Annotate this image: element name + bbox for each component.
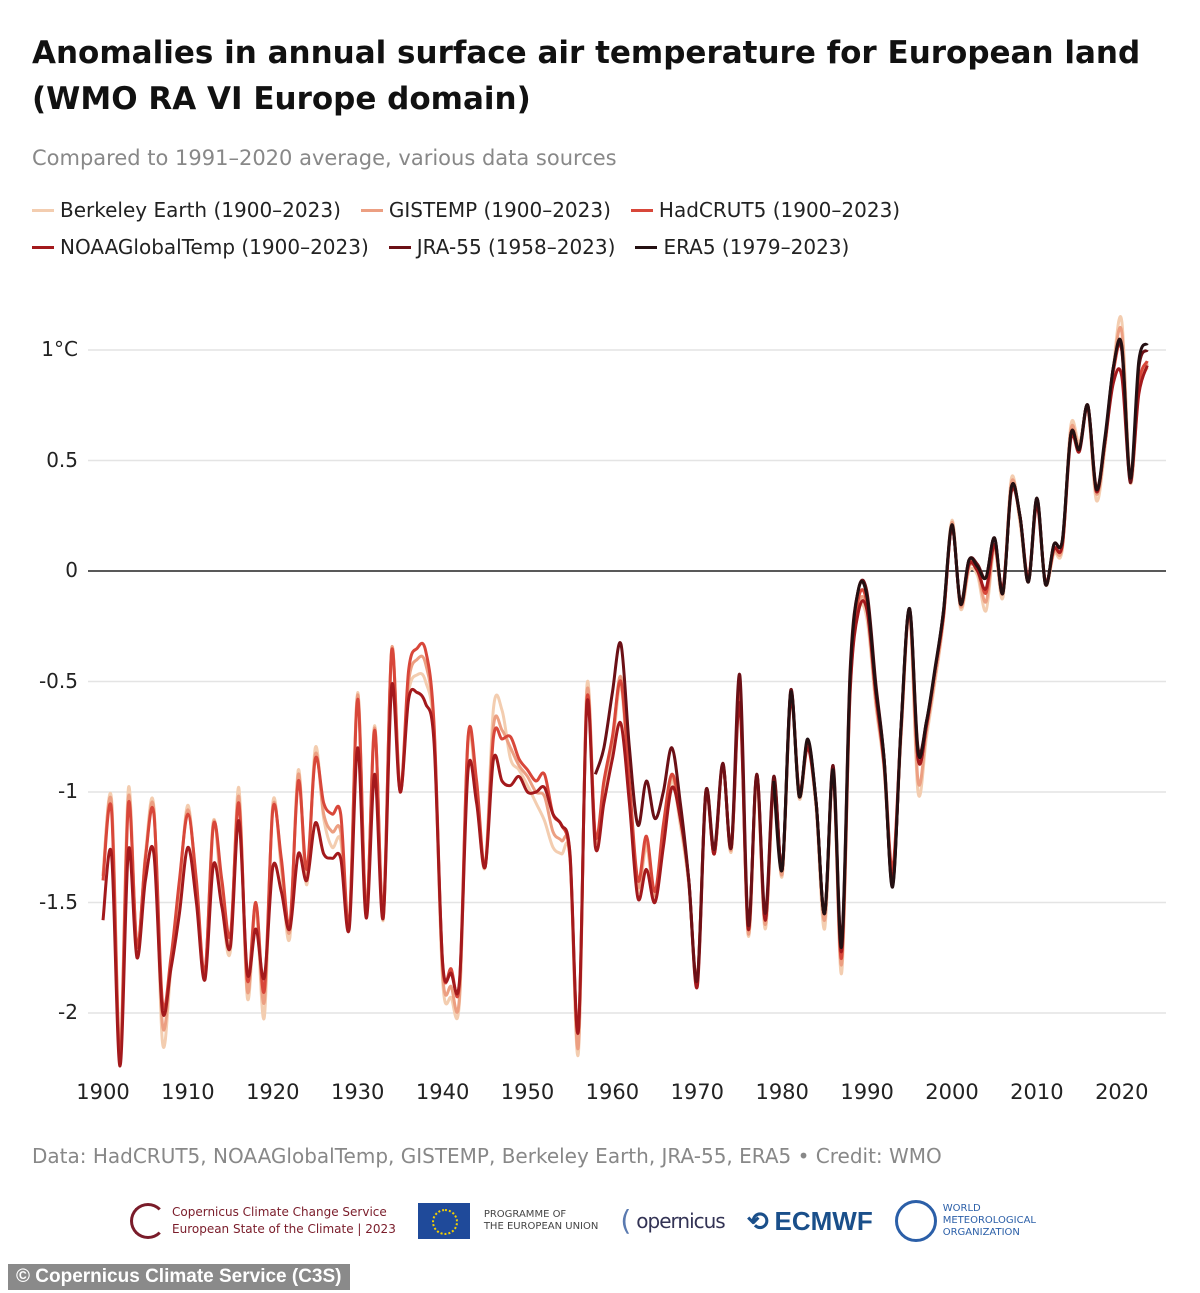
gridlines [88, 349, 1166, 1014]
logo-strip: Copernicus Climate Change Service Europea… [130, 1200, 1036, 1242]
x-tick-label: 1960 [585, 1080, 640, 1104]
legend-label: Berkeley Earth (1900–2023) [60, 198, 341, 222]
x-tick-label: 1950 [500, 1080, 555, 1104]
legend-swatch [635, 245, 658, 249]
legend-item-jra55: JRA-55 (1958–2023) [388, 235, 616, 259]
y-tick-label: 0 [65, 558, 78, 582]
legend-swatch [388, 245, 411, 249]
x-tick-label: 1930 [330, 1080, 385, 1104]
eu-logo: PROGRAMME OF THE EUROPEAN UNION [417, 1203, 599, 1239]
series-lines [101, 315, 1149, 1068]
y-tick-label: -0.5 [38, 668, 78, 693]
legend-swatch [360, 208, 383, 212]
eu-line1: PROGRAMME OF [483, 1209, 567, 1220]
x-tick-label: 2000 [925, 1080, 979, 1104]
y-tick-label: -2 [58, 1000, 78, 1024]
legend-swatch [32, 208, 54, 212]
wmo-globe-icon [894, 1200, 937, 1242]
legend-item-hadcrut5: HadCRUT5 (1900–2023) [630, 198, 901, 222]
y-tick-label: -1.5 [38, 889, 78, 914]
copernicus-logo: (opernicus [620, 1204, 725, 1237]
eu-flag-icon [417, 1203, 470, 1239]
series-line-era5 [772, 337, 1149, 949]
legend-item-noaa: NOAAGlobalTemp (1900–2023) [32, 235, 369, 259]
eu-line2: THE EUROPEAN UNION [483, 1221, 599, 1232]
legend-swatch [630, 208, 653, 212]
x-tick-label: 1900 [76, 1080, 130, 1104]
c3s-line2: European State of the Climate | 2023 [172, 1222, 396, 1236]
legend-item-era5: ERA5 (1979–2023) [635, 235, 849, 259]
chart-title: Anomalies in annual surface air temperat… [32, 35, 1141, 117]
c3s-logo: Copernicus Climate Change Service Europea… [130, 1203, 396, 1239]
x-tick-label: 2020 [1095, 1080, 1149, 1104]
x-tick-label: 1910 [161, 1080, 215, 1104]
c3s-arc-icon [130, 1203, 166, 1239]
x-tick-label: 1940 [415, 1080, 470, 1104]
x-tick-label: 1970 [670, 1080, 725, 1104]
x-tick-label: 1920 [246, 1080, 300, 1104]
copyright-badge: © Copernicus Climate Service (C3S) [8, 1264, 350, 1290]
c3s-line1: Copernicus Climate Change Service [172, 1205, 387, 1219]
y-tick-label: 1°C [41, 337, 78, 361]
y-tick-label: -1 [58, 779, 78, 803]
source-note: Data: HadCRUT5, NOAAGlobalTemp, GISTEMP,… [32, 1144, 942, 1168]
legend-label: HadCRUT5 (1900–2023) [658, 198, 901, 222]
legend-row-2: NOAAGlobalTemp (1900–2023) JRA-55 (1958–… [32, 235, 849, 259]
legend-label: ERA5 (1979–2023) [663, 235, 850, 259]
legend-label: GISTEMP (1900–2023) [388, 198, 611, 222]
x-tick-label: 2010 [1010, 1080, 1064, 1104]
x-tick-label: 1990 [840, 1080, 894, 1104]
legend-row-1: Berkeley Earth (1900–2023) GISTEMP (1900… [32, 198, 900, 222]
y-tick-label: 0.5 [46, 447, 78, 472]
x-tick-label: 1980 [755, 1080, 809, 1104]
chart-subtitle: Compared to 1991–2020 average, various d… [32, 146, 617, 170]
ecmwf-swirl-icon: ⟲ [746, 1206, 769, 1236]
legend-swatch [32, 245, 54, 249]
legend-label: NOAAGlobalTemp (1900–2023) [60, 235, 369, 259]
legend-item-gistemp: GISTEMP (1900–2023) [360, 198, 611, 222]
wmo-logo: WORLD METEOROLOGICAL ORGANIZATION [894, 1200, 1036, 1242]
ecmwf-logo: ⟲ ECMWF [746, 1206, 873, 1236]
legend-item-berkeley: Berkeley Earth (1900–2023) [32, 198, 341, 222]
legend-label: JRA-55 (1958–2023) [416, 235, 616, 259]
